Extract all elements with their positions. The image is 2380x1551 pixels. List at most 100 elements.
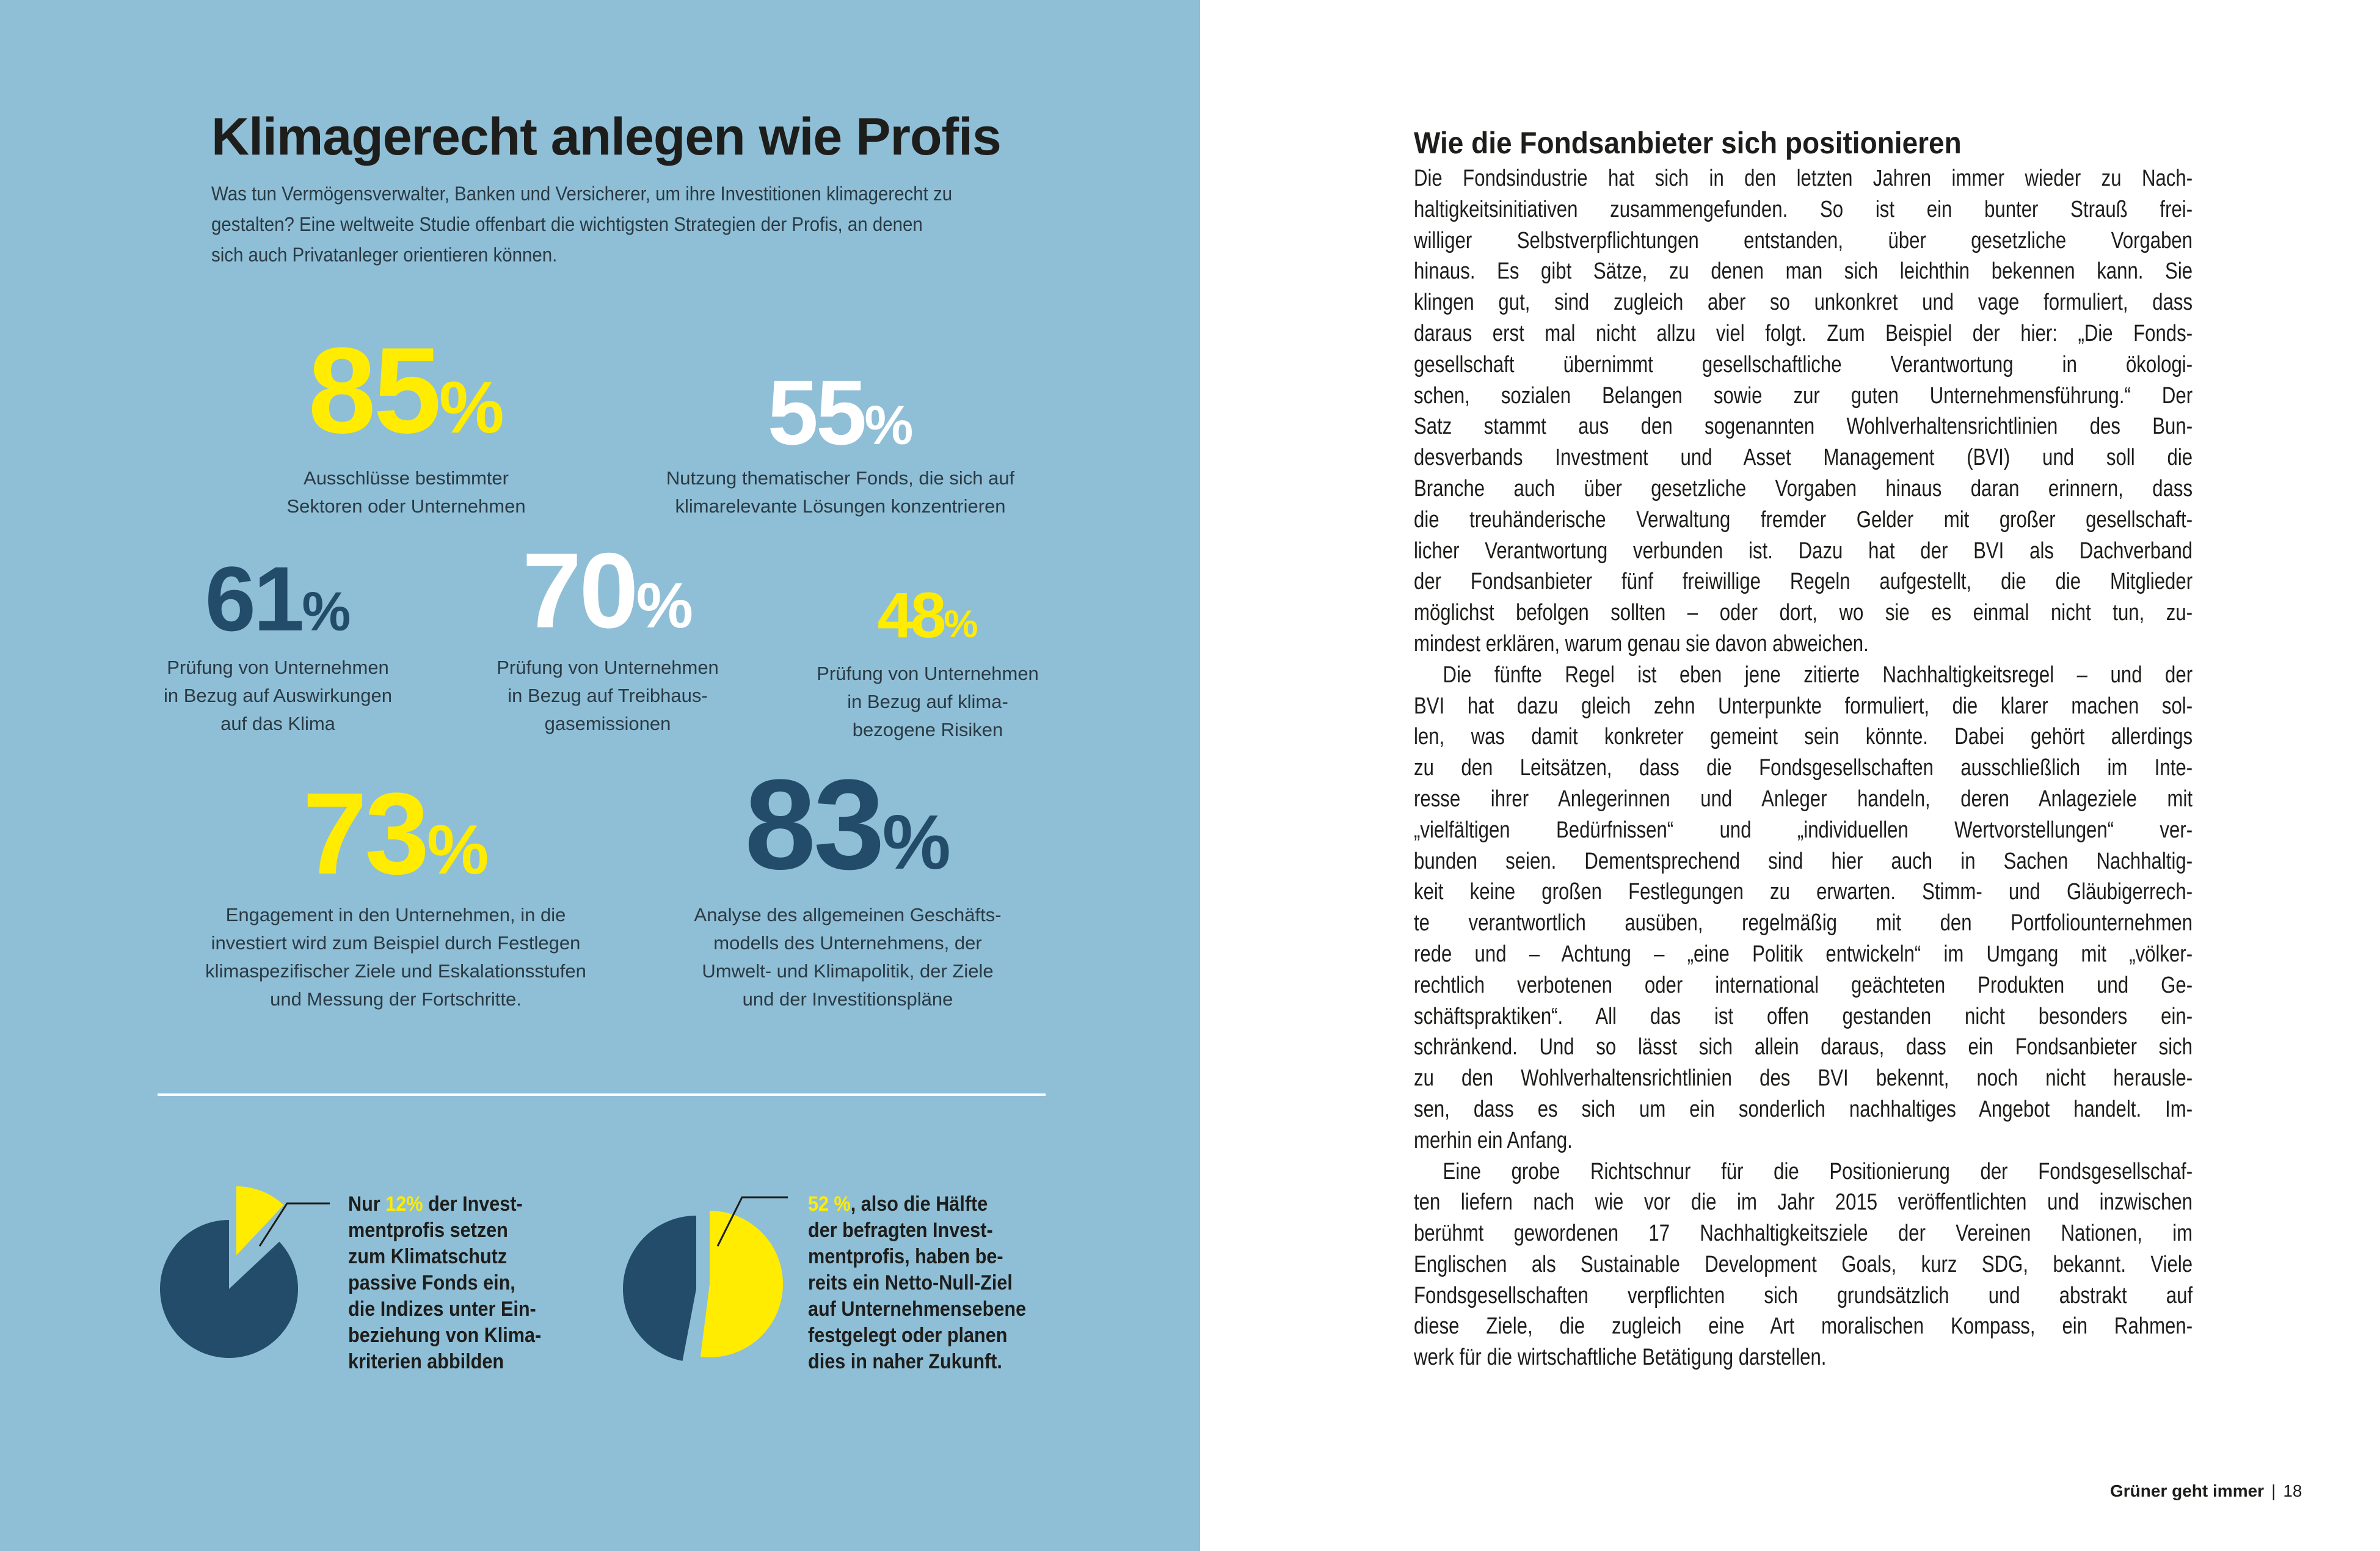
- article-line: schäftspraktiken“. All das ist offen ges…: [1414, 1003, 2193, 1029]
- stat-label-line: investiert wird zum Beispiel durch Festl…: [211, 932, 581, 954]
- page-footer: Grüner geht immer | 18: [2110, 1481, 2302, 1501]
- pie-slice-highlight: [700, 1211, 783, 1357]
- infographic-subtitle: Was tun Vermögensverwalter, Banken und V…: [211, 178, 1054, 270]
- article-line: Englischen als Sustainable Development G…: [1414, 1251, 2193, 1277]
- article-line: desverbands Investment und Asset Managem…: [1414, 445, 2193, 471]
- article-line: Die Fondsindustrie hat sich in den letzt…: [1414, 166, 2193, 191]
- stat-label-line: in Bezug auf Treibhaus-: [508, 685, 708, 706]
- leader-line: [716, 1196, 788, 1247]
- stat-value: 70%: [522, 538, 693, 644]
- stat-number: 85: [308, 323, 441, 459]
- caption-line: Nur 12% der Invest-: [348, 1191, 541, 1217]
- caption-line: kriterien abbilden: [348, 1350, 504, 1373]
- stat-label-line: Prüfung von Unternehmen: [817, 663, 1039, 684]
- stat-label-line: Nutzung thematischer Fonds, die sich auf: [666, 467, 1015, 489]
- article-line: haltigkeitsinitiativen zusammengefunden.…: [1414, 196, 2193, 222]
- subtitle-line: gestalten? Eine weltweite Studie offenba…: [211, 213, 923, 235]
- article-line: williger Selbstverpflichtungen entstande…: [1414, 227, 2193, 254]
- stat-label-line: modells des Unternehmens, der: [713, 932, 982, 954]
- pie-slice-highlight: [236, 1186, 284, 1255]
- article-line: gesellschaft übernimmt gesellschaftliche…: [1414, 351, 2193, 378]
- stat-label-line: und Messung der Fortschritte.: [270, 988, 522, 1010]
- caption-line: reits ein Netto-Null-Ziel: [808, 1271, 1013, 1294]
- article-line: Eine grobe Richtschnur für die Positioni…: [1443, 1158, 2193, 1184]
- pie-slice-rest: [622, 1216, 696, 1361]
- stat-label: Nutzung thematischer Fonds, die sich auf…: [666, 464, 1014, 520]
- stat-value: 48%: [878, 583, 978, 648]
- article-heading: Wie die Fondsanbieter sich positionieren: [1414, 126, 1962, 160]
- article-line: len, was damit konkreter gemeint sein kö…: [1414, 724, 2193, 750]
- percent-sign: %: [944, 603, 978, 646]
- article-line: klingen gut, sind zugleich aber so unkon…: [1414, 290, 2193, 316]
- article-line: merhin ein Anfang.: [1414, 1127, 1573, 1153]
- stat-label-line: in Bezug auf Auswirkungen: [164, 685, 392, 706]
- subtitle-line: sich auch Privatanleger orientieren könn…: [211, 244, 558, 266]
- stat-label-line: Prüfung von Unternehmen: [167, 657, 389, 678]
- article-line: ten liefern nach wie vor die im Jahr 201…: [1414, 1189, 2193, 1216]
- stat-label-line: auf das Klima: [220, 713, 335, 734]
- caption-line: der befragten Invest-: [808, 1219, 993, 1242]
- article-line: Fondsgesellschaften verpflichten sich gr…: [1414, 1282, 2193, 1308]
- article-line: rede und – Achtung – „eine Politik entwi…: [1414, 941, 2193, 967]
- stat-label-line: bezogene Risiken: [852, 719, 1003, 740]
- article-line: schen, sozialen Belangen sowie zur guten…: [1414, 382, 2193, 409]
- stat-number: 70: [522, 531, 639, 651]
- article-line: schränkend. Und so lässt sich allein dar…: [1414, 1034, 2193, 1060]
- stat-label-line: und der Investitionspläne: [742, 988, 953, 1010]
- percent-sign: %: [636, 570, 694, 641]
- stat-label-line: Sektoren oder Unternehmen: [286, 495, 526, 517]
- stat-value: 85%: [308, 330, 504, 452]
- article-line: bunden seien. Dementsprechend sind hier …: [1414, 848, 2193, 874]
- article-line: der Fondsanbieter fünf freiwillige Regel…: [1414, 569, 2193, 595]
- caption-line: auf Unternehmensebene: [808, 1297, 1027, 1321]
- article-line: licher Verantwortung verbunden ist. Dazu…: [1414, 538, 2193, 564]
- percent-sign: %: [426, 811, 489, 889]
- article-line: zu den Wohlverhaltensrichtlinien des BVI…: [1414, 1065, 2193, 1092]
- pie-chart-52: [622, 1196, 788, 1361]
- caption-line: 52 %, also die Hälfte: [808, 1191, 1026, 1217]
- article-line: diese Ziele, die zugleich eine Art moral…: [1414, 1313, 2193, 1340]
- infographic-panel: Klimagerecht anlegen wie Profis Was tun …: [0, 0, 1200, 1551]
- leader-line: [258, 1202, 330, 1247]
- stat-label-line: Analyse des allgemeinen Geschäfts-: [694, 904, 1002, 925]
- stat-number: 55: [767, 361, 867, 464]
- stat-label-line: klimarelevante Lösungen konzentrieren: [675, 495, 1006, 517]
- percent-sign: %: [882, 799, 951, 885]
- article-line: berühmt gewordenen 17 Nachhaltigkeitszie…: [1414, 1221, 2193, 1247]
- percent-sign: %: [864, 395, 914, 456]
- stat-label: Engagement in den Unternehmen, in die inv…: [205, 901, 586, 1013]
- pie-chart-12: [160, 1186, 330, 1358]
- article-line: keit keine großen Festlegungen zu erwart…: [1414, 879, 2193, 905]
- article: Wie die Fondsanbieter sich positionieren…: [1414, 125, 2364, 1373]
- article-line: hinaus. Es gibt Sätze, zu denen man sich…: [1414, 258, 2193, 285]
- article-line: die treuhänderische Verwaltung fremder G…: [1414, 506, 2193, 533]
- footer-separator: |: [2271, 1481, 2276, 1500]
- stat-number: 61: [205, 547, 305, 650]
- divider: [158, 1093, 1046, 1096]
- stat-label: Analyse des allgemeinen Geschäfts-modell…: [694, 901, 1001, 1013]
- article-line: resse ihrer Anlegerinnen und Anleger han…: [1414, 786, 2193, 812]
- caption-line: dies in naher Zukunft.: [808, 1350, 1002, 1373]
- stat-label-line: Ausschlüsse bestimmter: [304, 467, 509, 489]
- caption-prefix: Nur: [348, 1192, 386, 1216]
- caption-line: die Indizes unter Ein-: [348, 1297, 536, 1321]
- article-line: möglichst befolgen sollten – oder dort, …: [1414, 600, 2193, 626]
- percent-sign: %: [439, 367, 504, 448]
- stat-label: Ausschlüsse bestimmter Sektoren oder Unte…: [286, 464, 525, 520]
- pie-slice-rest: [160, 1220, 298, 1358]
- article-line: zu den Leitsätzen, dass die Fondsgesells…: [1414, 755, 2193, 781]
- stat-label-line: gasemissionen: [544, 713, 671, 734]
- caption-line: festgelegt oder planen: [808, 1324, 1008, 1347]
- caption-line: beziehung von Klima-: [348, 1324, 542, 1347]
- subtitle-line: Was tun Vermögensverwalter, Banken und V…: [211, 183, 953, 205]
- article-line: rechtlich verbotenen oder international …: [1414, 972, 2193, 998]
- stat-number: 83: [744, 753, 885, 896]
- stat-label-line: Engagement in den Unternehmen, in die: [225, 904, 566, 925]
- stat-label-line: klimaspezifischer Ziele und Eskalationss…: [205, 960, 586, 982]
- caption-line: mentprofis setzen: [348, 1219, 508, 1242]
- footer-title: Grüner geht immer: [2110, 1481, 2265, 1500]
- article-line: werk für die wirtschaftliche Betätigung …: [1414, 1345, 1827, 1371]
- article-line: sen, dass es sich um ein sonderlich nach…: [1414, 1096, 2193, 1122]
- article-line: BVI hat dazu gleich zehn Unterpunkte for…: [1414, 693, 2193, 719]
- article-line: daraus erst mal nicht allzu viel folgt. …: [1414, 320, 2193, 346]
